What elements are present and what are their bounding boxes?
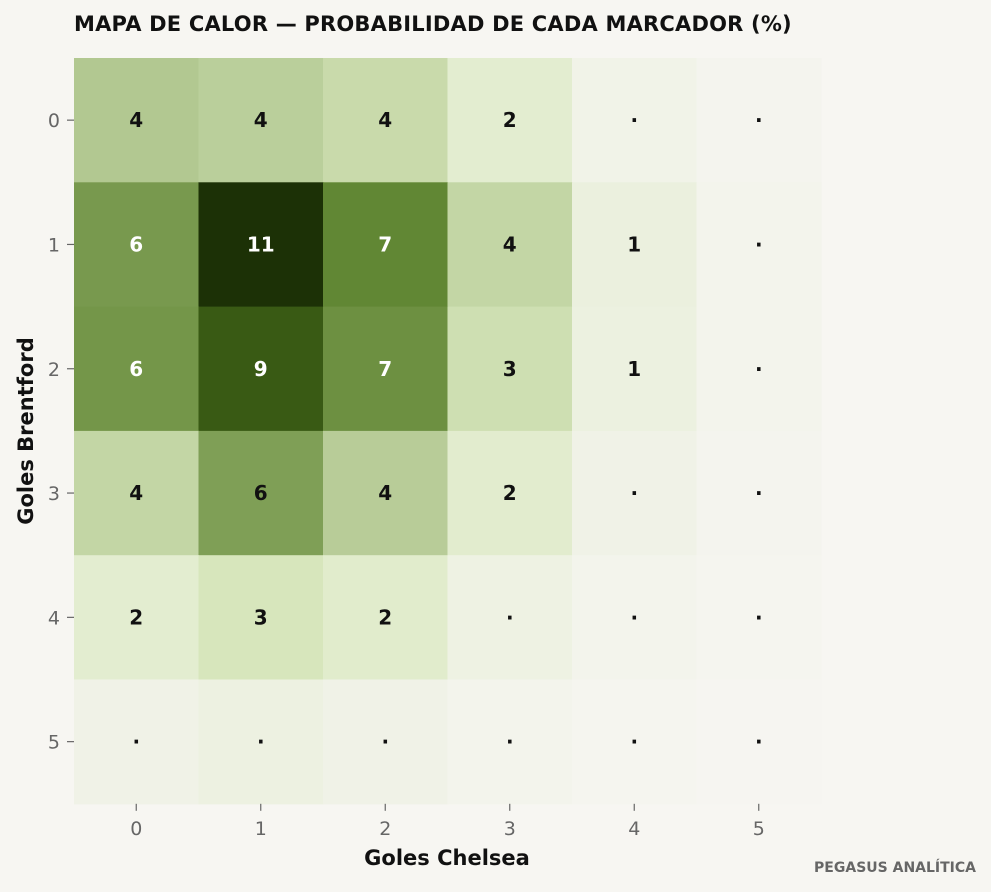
cell-value-label: · [755,357,763,381]
heatmap-cell [572,430,698,556]
cell-value-label: 6 [129,232,143,256]
watermark: PEGASUS ANALÍTICA [814,860,976,876]
cell-value-label: 7 [378,357,392,381]
cell-value-label: 2 [129,605,143,629]
heatmap-cell [572,182,698,308]
y-axis-label: Goles Brentford [14,337,38,524]
heatmap-cell [74,306,200,432]
cell-value-label: · [506,730,514,754]
heatmap-cell [447,555,573,681]
cell-value-label: · [630,108,638,132]
heatmap-cell [323,182,449,308]
heatmap-cell [696,430,822,556]
heatmap-cell [198,58,324,183]
cell-value-label: 4 [129,481,143,505]
cell-value-label: 3 [503,357,517,381]
cell-value-label: · [257,730,265,754]
y-tick-label: 4 [48,607,60,629]
heatmap-cell [696,306,822,432]
x-tick-label: 1 [255,818,267,840]
heatmap-cell [572,679,698,805]
heatmap-cell [198,679,324,805]
cell-value-label: 2 [503,108,517,132]
cell-value-label: · [755,232,763,256]
cell-value-label: 7 [378,232,392,256]
cell-value-label: 4 [378,481,392,505]
cell-value-label: 4 [254,108,268,132]
heatmap-cell [74,182,200,308]
heatmap-cell [447,679,573,805]
heatmap-cell [696,679,822,805]
y-tick-label: 3 [48,483,60,505]
heatmap-cell [447,182,573,308]
cell-value-label: · [381,730,389,754]
cell-value-label: 2 [378,605,392,629]
heatmap-cell [447,430,573,556]
y-tick-label: 0 [48,110,60,132]
cell-value-label: 11 [247,232,275,256]
heatmap-cell [323,430,449,556]
x-tick-label: 4 [628,818,640,840]
y-tick-label: 2 [48,359,60,381]
y-tick-label: 1 [48,234,60,256]
heatmap-cell [198,430,324,556]
heatmap-cell [696,58,822,183]
cell-value-label: · [755,605,763,629]
cell-value-label: · [630,730,638,754]
cell-value-label: · [755,481,763,505]
cell-value-label: · [755,730,763,754]
heatmap-cell [74,430,200,556]
cell-value-label: · [630,481,638,505]
cell-value-label: 1 [627,232,641,256]
cell-value-label: · [755,108,763,132]
heatmap-cell [74,555,200,681]
cell-value-label: 4 [503,232,517,256]
heatmap-cell [74,679,200,805]
heatmap-cell [74,58,200,183]
heatmap-cell [323,306,449,432]
cell-value-label: 2 [503,481,517,505]
x-axis-label: Goles Chelsea [364,846,530,870]
cell-value-label: 6 [129,357,143,381]
heatmap-cell [323,679,449,805]
cell-value-label: 4 [129,108,143,132]
cell-value-label: 9 [254,357,268,381]
cell-value-label: 4 [378,108,392,132]
cell-value-label: 1 [627,357,641,381]
heatmap-cell [572,58,698,183]
cell-value-label: 3 [254,605,268,629]
heatmap-cell [323,555,449,681]
heatmap-cell [572,555,698,681]
heatmap-cell [198,306,324,432]
x-tick-label: 3 [504,818,516,840]
heatmap-cell [447,306,573,432]
heatmap-cell [696,555,822,681]
heatmap-cell [696,182,822,308]
cell-value-label: 6 [254,481,268,505]
chart-title: MAPA DE CALOR — PROBABILIDAD DE CADA MAR… [74,12,792,36]
cell-value-label: · [630,605,638,629]
heatmap-cell [198,555,324,681]
heatmap-cell [323,58,449,183]
cell-value-label: · [506,605,514,629]
heatmap-cell [447,58,573,183]
y-tick-label: 5 [48,732,60,754]
heatmap-cell [198,182,324,308]
x-tick-label: 0 [130,818,142,840]
x-tick-label: 2 [379,818,391,840]
cell-value-label: · [132,730,140,754]
x-tick-label: 5 [753,818,765,840]
heatmap-cell [572,306,698,432]
